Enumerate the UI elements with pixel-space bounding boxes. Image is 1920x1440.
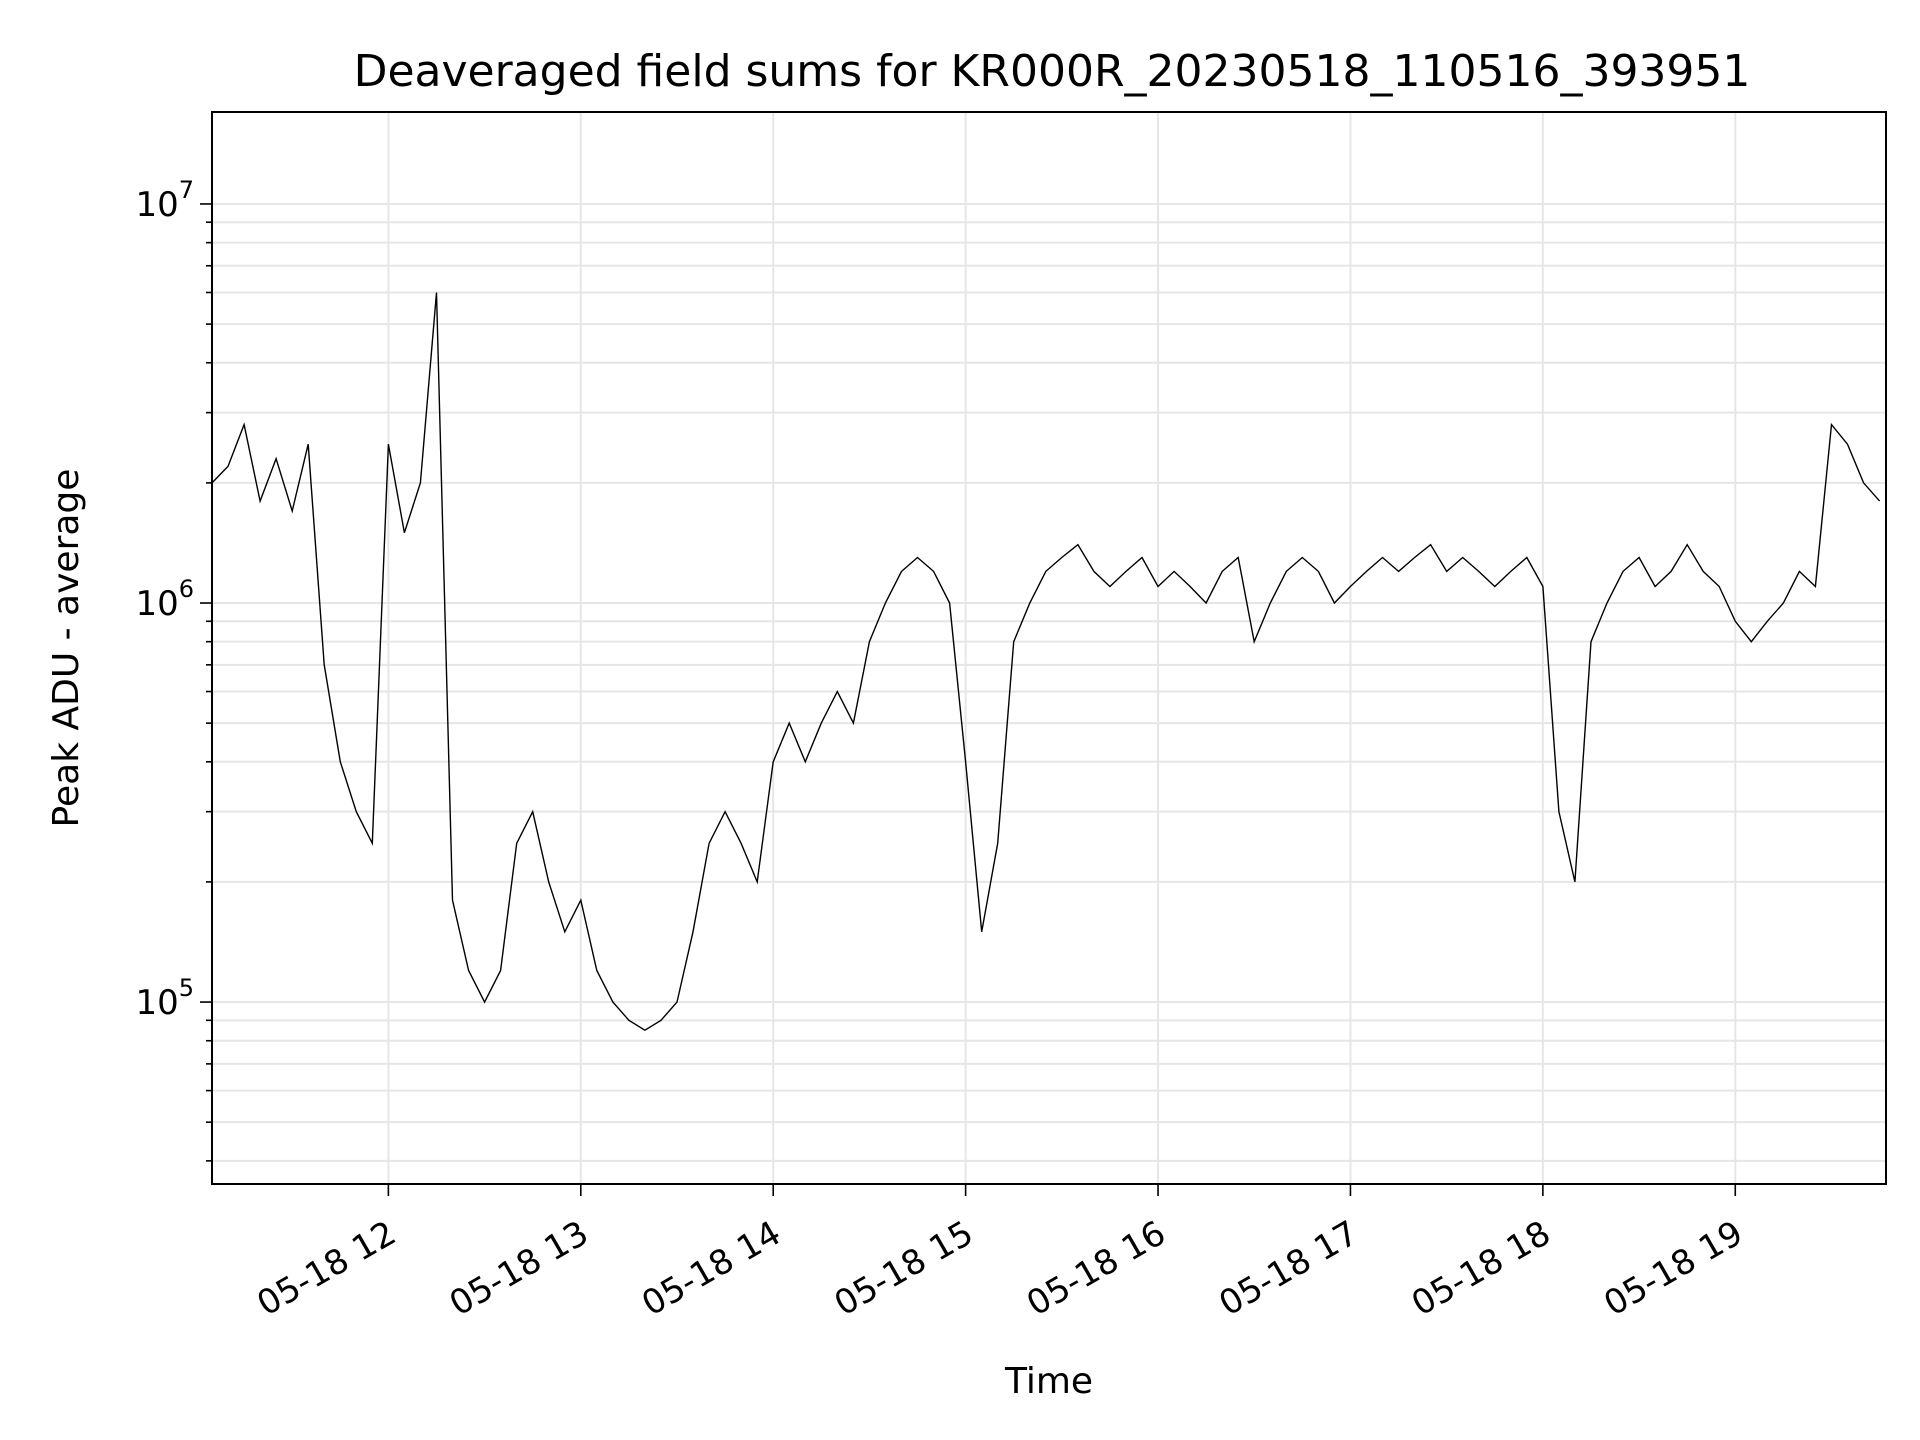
x-tick-label: 05-18 13: [443, 1213, 595, 1324]
y-tick-label: 107: [135, 176, 194, 225]
y-tick-label: 106: [135, 575, 194, 624]
y-tick-label: 105: [135, 974, 194, 1023]
plot-frame: [211, 111, 1887, 1185]
x-tick-label: 05-18 19: [1597, 1213, 1749, 1324]
x-tick-label: 05-18 14: [635, 1213, 787, 1324]
x-axis-label: Time: [1004, 1361, 1093, 1402]
series-line: [211, 292, 1881, 1032]
x-tick-label: 05-18 18: [1405, 1213, 1557, 1324]
x-axis: 05-18 12 05-18 13 05-18 14 05-18 15 05-18 16…: [250, 1184, 1750, 1324]
x-tick-label: 05-18 15: [828, 1213, 980, 1324]
chart-title: Deaveraged field sums for KR000R_2023051…: [354, 46, 1751, 97]
y-axis: 105 106 107: [135, 176, 212, 1162]
x-tick-label: 05-18 12: [250, 1213, 402, 1324]
x-tick-label: 05-18 17: [1213, 1213, 1365, 1324]
x-tick-label: 05-18 16: [1020, 1213, 1172, 1324]
grid: [212, 112, 1886, 1184]
y-axis-label: Peak ADU - average: [46, 469, 87, 828]
